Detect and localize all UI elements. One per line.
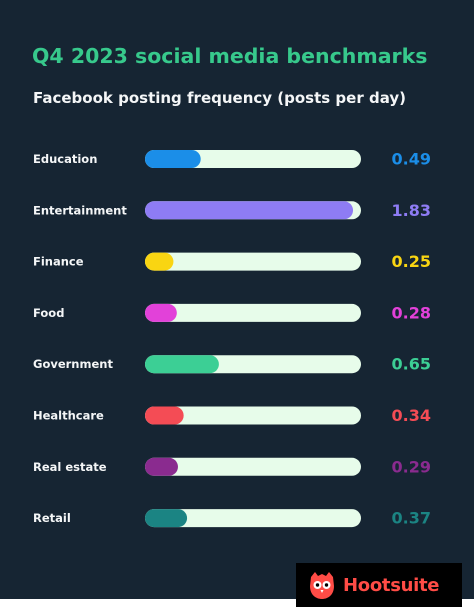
category-label: Education (33, 152, 97, 166)
bar-track (145, 457, 361, 476)
category-label: Real estate (33, 460, 107, 474)
value-label: 0.65 (392, 355, 431, 374)
bar (145, 509, 188, 528)
value-label: 0.25 (392, 252, 431, 271)
hootsuite-logo: Hootsuite (296, 563, 462, 607)
bar-track (145, 303, 361, 322)
chart-subtitle: Facebook posting frequency (posts per da… (33, 89, 406, 107)
brand-name: Hootsuite (343, 574, 440, 596)
value-label: 0.49 (392, 150, 431, 169)
category-label: Finance (33, 255, 84, 269)
bar (145, 201, 354, 220)
bar (145, 150, 201, 168)
chart-title: Q4 2023 social media benchmarks (32, 44, 428, 68)
category-label: Healthcare (33, 409, 104, 423)
value-label: 0.37 (392, 509, 431, 528)
category-label: Retail (33, 511, 71, 525)
value-label: 1.83 (392, 201, 431, 220)
bar (145, 406, 184, 425)
bar (145, 355, 219, 374)
bar (145, 457, 178, 476)
bar-track (145, 406, 361, 425)
value-label: 0.34 (392, 406, 431, 425)
value-label: 0.29 (392, 457, 431, 476)
category-label: Food (33, 306, 64, 320)
bar (145, 252, 174, 271)
bar-track (145, 509, 361, 528)
category-label: Government (33, 357, 113, 371)
owl-icon (310, 572, 334, 599)
value-label: 0.28 (392, 303, 431, 322)
bar-track (145, 252, 361, 271)
category-label: Entertainment (33, 203, 127, 217)
bar (145, 303, 177, 322)
